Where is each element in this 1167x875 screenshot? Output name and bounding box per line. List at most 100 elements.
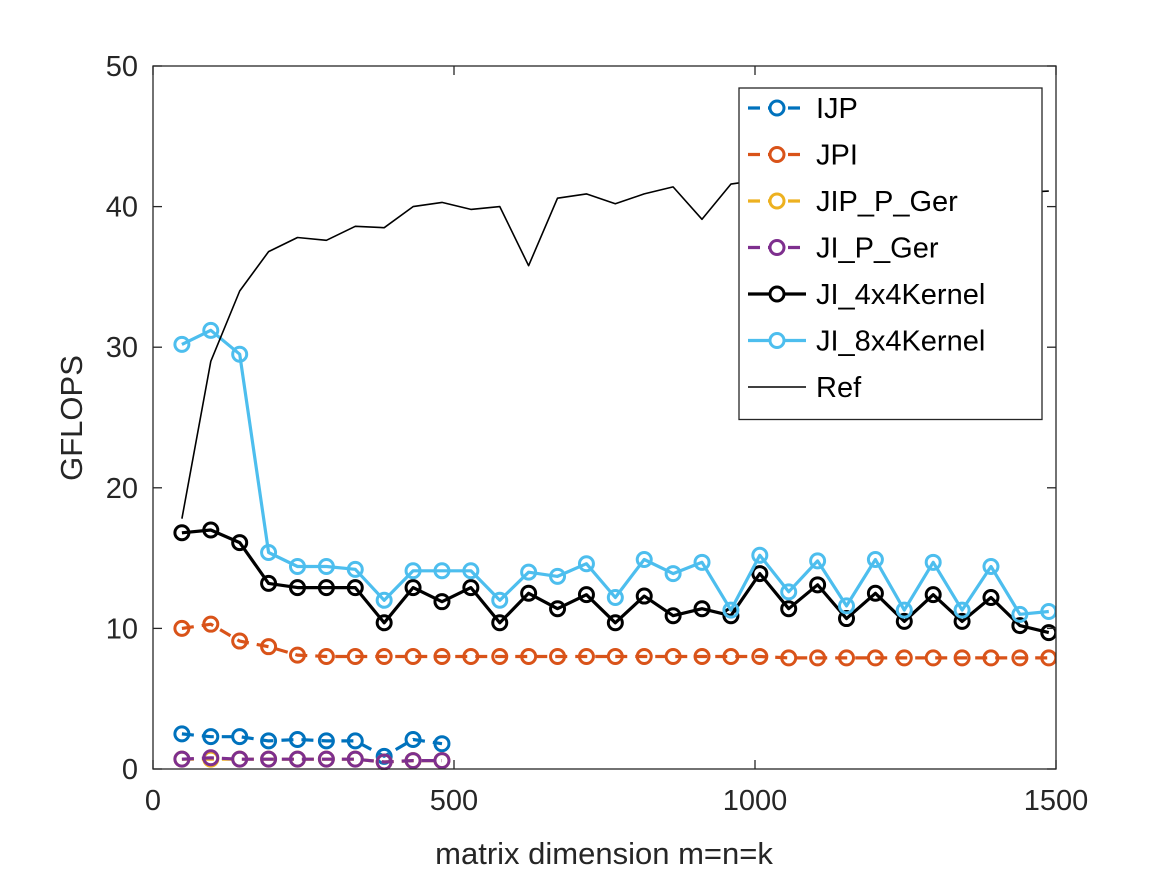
- data-point: [664, 565, 682, 583]
- data-point: [231, 534, 249, 552]
- data-point: [549, 600, 567, 618]
- data-point: [404, 579, 422, 597]
- data-point: [520, 563, 538, 581]
- x-tick-label: 1500: [1024, 785, 1089, 817]
- data-point: [462, 648, 480, 666]
- data-point: [433, 735, 451, 753]
- legend-label: JI_8x4Kernel: [816, 326, 985, 358]
- legend: IJP JPI JIP_P_Ger JI_P_Ger JI_4x4Kernel JI_8x…: [738, 87, 1043, 421]
- x-tick-label: 0: [145, 785, 161, 817]
- data-point: [1011, 649, 1029, 667]
- data-point: [751, 546, 769, 564]
- series-jpi: [173, 615, 1056, 667]
- data-point: [924, 649, 942, 667]
- data-point: [606, 614, 624, 632]
- y-tick-label: 30: [106, 332, 138, 364]
- data-point: [288, 646, 306, 664]
- data-point: [433, 752, 451, 770]
- data-point: [491, 648, 509, 666]
- data-point: [173, 524, 191, 542]
- legend-item: JI_P_Ger: [748, 233, 939, 265]
- data-point: [346, 750, 364, 768]
- data-point: [231, 345, 249, 363]
- data-point: [317, 558, 335, 576]
- legend-item: Ref: [748, 372, 862, 404]
- legend-item: IJP: [748, 93, 858, 125]
- data-point: [404, 562, 422, 580]
- legend-label: JPI: [816, 140, 858, 172]
- legend-item: JI_8x4Kernel: [748, 326, 985, 358]
- data-point: [577, 586, 595, 604]
- data-point: [895, 612, 913, 630]
- data-point: [231, 728, 249, 746]
- data-point: [231, 632, 249, 650]
- series-line: [181, 756, 442, 764]
- data-point: [838, 597, 856, 615]
- y-tick-label: 50: [106, 51, 138, 83]
- data-point: [606, 588, 624, 606]
- legend-label: Ref: [816, 372, 862, 404]
- data-point: [577, 648, 595, 666]
- x-axis-label: matrix dimension m=n=k: [435, 836, 773, 871]
- data-point: [260, 574, 278, 592]
- legend-label: IJP: [816, 93, 858, 125]
- data-point: [693, 600, 711, 618]
- data-point: [722, 601, 740, 619]
- data-point: [260, 750, 278, 768]
- data-point: [231, 750, 249, 768]
- data-point: [866, 649, 884, 667]
- data-point: [260, 732, 278, 750]
- y-tick-label: 20: [106, 473, 138, 505]
- data-point: [375, 591, 393, 609]
- legend-marker: [768, 239, 786, 256]
- data-point: [346, 648, 364, 666]
- series-layer: [173, 179, 1056, 770]
- data-point: [491, 591, 509, 609]
- data-point: [375, 648, 393, 666]
- series-ji-p-ger: [173, 749, 451, 770]
- series-line: [181, 622, 1049, 660]
- data-point: [982, 588, 1000, 606]
- data-point: [924, 586, 942, 604]
- data-point: [260, 543, 278, 561]
- data-point: [433, 593, 451, 611]
- data-point: [462, 579, 480, 597]
- data-point: [982, 558, 1000, 576]
- data-point: [346, 579, 364, 597]
- series-ji-4x4kernel: [173, 521, 1056, 642]
- data-point: [780, 600, 798, 618]
- legend-label: JI_4x4Kernel: [816, 279, 985, 311]
- legend-marker: [768, 99, 786, 117]
- y-tick-label: 10: [106, 613, 138, 645]
- y-tick-label: 0: [122, 754, 138, 786]
- data-point: [173, 619, 191, 637]
- data-point: [751, 565, 769, 583]
- data-point: [809, 552, 827, 570]
- legend-item: JPI: [748, 140, 858, 172]
- data-point: [895, 649, 913, 667]
- y-tick-label: 40: [106, 192, 138, 224]
- data-point: [1011, 617, 1029, 635]
- data-point: [346, 732, 364, 750]
- data-point: [780, 649, 798, 667]
- data-point: [549, 648, 567, 666]
- data-point: [953, 601, 971, 619]
- data-point: [809, 576, 827, 594]
- data-point: [866, 551, 884, 569]
- data-point: [520, 648, 538, 666]
- data-point: [433, 562, 451, 580]
- data-point: [838, 649, 856, 667]
- data-point: [288, 730, 306, 748]
- data-point: [173, 725, 191, 743]
- data-point: [635, 551, 653, 569]
- data-point: [664, 607, 682, 625]
- data-point: [202, 321, 220, 339]
- data-point: [173, 750, 191, 768]
- data-point: [982, 649, 1000, 667]
- legend-marker: [768, 285, 786, 303]
- data-point: [635, 648, 653, 666]
- data-point: [173, 335, 191, 353]
- data-point: [202, 749, 220, 767]
- plot-frame: [152, 65, 1057, 770]
